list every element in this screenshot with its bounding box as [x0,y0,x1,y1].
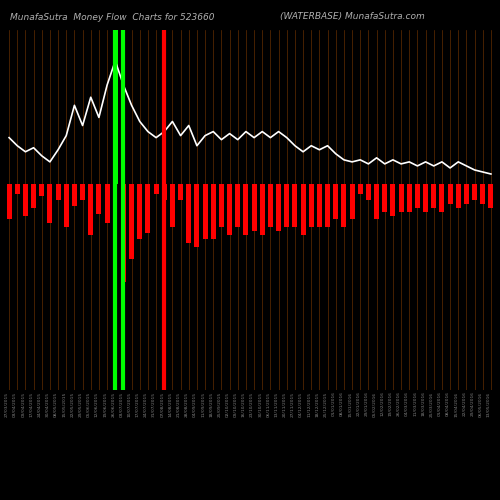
Bar [244,184,248,235]
Bar [194,184,200,247]
Bar [227,184,232,235]
Bar [317,184,322,228]
Bar [56,184,60,200]
Bar [6,184,12,220]
Bar [325,184,330,228]
Bar [334,184,338,220]
Bar [219,184,224,228]
Bar [23,184,28,216]
Bar [40,184,44,196]
Bar [260,184,264,235]
Bar [472,184,477,200]
Bar [448,184,452,204]
Bar [129,184,134,258]
Bar [374,184,379,220]
Bar [154,184,158,194]
Text: (WATERBASE) MunafaSutra.com: (WATERBASE) MunafaSutra.com [280,12,425,22]
Bar [178,184,183,200]
Bar [366,184,371,200]
Bar [432,184,436,208]
Bar [80,184,85,200]
Bar [252,184,256,231]
Bar [170,184,175,228]
Bar [268,184,273,228]
Bar [456,184,460,208]
Bar [104,184,110,224]
Text: MunafaSutra  Money Flow  Charts for 523660: MunafaSutra Money Flow Charts for 523660 [10,12,214,22]
Bar [309,184,314,228]
Bar [121,184,126,282]
Bar [300,184,306,235]
Bar [407,184,412,212]
Bar [390,184,396,216]
Bar [48,184,52,224]
Bar [358,184,362,194]
Bar [382,184,387,212]
Bar [488,184,494,208]
Bar [276,184,281,231]
Bar [88,184,93,235]
Bar [138,184,142,239]
Bar [146,184,150,233]
Bar [284,184,289,228]
Bar [350,184,354,220]
Bar [342,184,346,228]
Bar [15,184,20,194]
Bar [480,184,485,204]
Bar [292,184,298,228]
Bar [415,184,420,208]
Bar [113,0,117,184]
Bar [72,184,77,206]
Bar [440,184,444,212]
Bar [236,184,240,228]
Bar [202,184,207,239]
Bar [211,184,216,239]
Bar [398,184,404,212]
Bar [464,184,469,204]
Bar [162,184,166,200]
Bar [64,184,68,228]
Bar [186,184,191,243]
Bar [31,184,36,208]
Bar [96,184,102,214]
Bar [423,184,428,212]
